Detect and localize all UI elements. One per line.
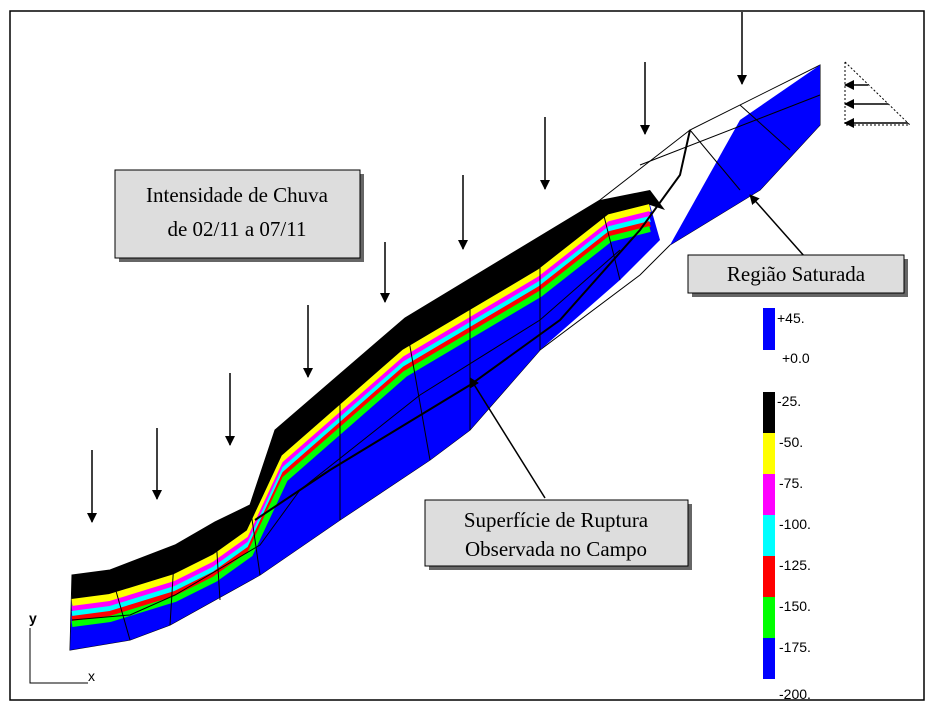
diagram: Intensidade de Chuva de 02/11 a 07/11 Re… (0, 0, 935, 709)
legend-label: -100. (779, 516, 811, 532)
rupture-label: Observada no Campo (465, 537, 647, 561)
rupture-label: Superfície de Ruptura (464, 508, 649, 532)
legend-label: -125. (779, 557, 811, 573)
rain-box: Intensidade de Chuva de 02/11 a 07/11 (115, 170, 364, 262)
legend-label: -150. (779, 598, 811, 614)
rupture-box: Superfície de Ruptura Observada no Campo (425, 500, 692, 570)
legend-label: +45. (777, 310, 805, 326)
saturated-box: Região Saturada (688, 255, 908, 297)
rain-label: Intensidade de Chuva (146, 183, 329, 207)
saturated-label: Região Saturada (727, 262, 866, 286)
legend-label: -175. (779, 639, 811, 655)
legend-label: -75. (779, 475, 803, 491)
axis-label: x (88, 668, 95, 684)
legend-label: -50. (779, 434, 803, 450)
legend-label: +0.0 (782, 350, 810, 366)
legend-label: -25. (777, 393, 801, 409)
legend-label: -200. (779, 686, 811, 702)
axis-label: y (29, 610, 37, 626)
rain-label: de 02/11 a 07/11 (167, 217, 306, 241)
